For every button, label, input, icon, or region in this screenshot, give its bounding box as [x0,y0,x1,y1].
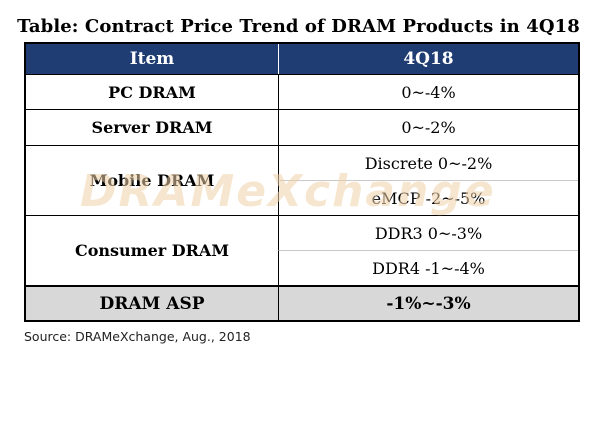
row-value-mobile-discrete: Discrete 0~-2% [278,145,578,180]
header-item: Item [26,44,278,74]
table-title: Table: Contract Price Trend of DRAM Prod… [17,16,580,37]
row-value-consumer-ddr3: DDR3 0~-3% [278,215,578,250]
row-value-consumer-ddr4: DDR4 -1~-4% [278,250,578,285]
header-period: 4Q18 [278,44,578,74]
source-note: Source: DRAMeXchange, Aug., 2018 [24,329,251,344]
row-item-mobile-dram: Mobile DRAM [26,145,278,215]
row-item-server-dram: Server DRAM [26,109,278,145]
row-value-server-dram: 0~-2% [278,109,578,145]
row-value-mobile-emcp: eMCP -2~-5% [278,180,578,215]
row-value-dram-asp: -1%~-3% [278,285,578,320]
price-trend-table: Item 4Q18 PC DRAM 0~-4% Server DRAM 0~-2… [24,42,580,322]
row-item-dram-asp: DRAM ASP [26,285,278,320]
row-item-consumer-dram: Consumer DRAM [26,215,278,285]
row-item-pc-dram: PC DRAM [26,74,278,109]
row-value-pc-dram: 0~-4% [278,74,578,109]
